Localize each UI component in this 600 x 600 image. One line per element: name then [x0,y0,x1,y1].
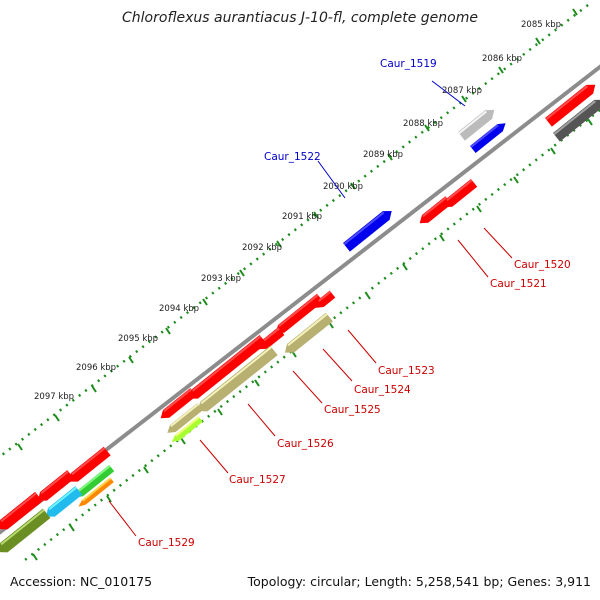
leader-line [347,329,377,364]
gene-green-feature[interactable] [75,465,115,498]
gene-caur-1520-feature[interactable] [443,179,478,208]
inner-tick-mark [32,553,38,561]
inner-tick-mark [69,524,75,532]
outer-tick-mark [350,182,356,190]
gene-features [0,84,600,553]
outer-scale-track [1,4,589,456]
gene-edge-gray-feature[interactable] [553,99,600,142]
gene-caur-1523a-feature[interactable] [275,293,324,334]
inner-tick-mark [143,466,149,474]
scale-tick-label: 2087 kbp [442,86,482,96]
scale-tick-label: 2085 kbp [521,20,561,30]
outer-tick-mark [313,211,319,219]
inner-tick-mark [180,437,186,445]
gene-label-caur-1525[interactable]: Caur_1525 [324,404,381,416]
outer-tick-mark [498,66,504,74]
gene-label-caur-1520[interactable]: Caur_1520 [514,259,571,271]
gene-caur-1522-feature[interactable] [343,211,392,252]
gene-label-caur-1519[interactable]: Caur_1519 [380,58,437,70]
outer-tick-mark [239,269,245,277]
gene-caur-1519-feature[interactable] [458,110,495,141]
leader-line [292,370,323,404]
scale-tick-label: 2090 kbp [323,182,363,192]
gene-caur-1527-feature[interactable] [171,416,203,443]
inner-tick-mark [402,263,408,271]
inner-tick-mark [106,495,112,503]
outer-tick-mark [572,8,578,16]
outer-tick-mark [202,298,208,306]
scale-tick-label: 2093 kbp [201,274,241,284]
scale-tick-label: 2092 kbp [242,243,282,253]
gene-label-caur-1529[interactable]: Caur_1529 [138,537,195,549]
gene-dark-olive-feature[interactable] [0,508,51,553]
outer-tick-mark [17,443,23,451]
gene-caur-1519b-feature[interactable] [470,123,506,154]
outer-tick-mark [424,124,430,132]
gene-label-caur-1523[interactable]: Caur_1523 [378,365,435,377]
leader-line [247,403,276,437]
gene-red-lower-a-feature[interactable] [68,446,111,482]
inner-tick-mark [513,176,519,184]
outer-tick-mark [54,414,60,422]
gene-caur-1521-feature[interactable] [419,196,452,224]
inner-tick-mark [217,408,223,416]
leader-line [431,80,466,107]
gene-caur-1529-feature[interactable] [78,477,114,507]
summary-text: Topology: circular; Length: 5,258,541 bp… [247,574,591,589]
gene-labels: Caur_1519 Caur_1522 Caur_1520 Caur_1521 Caur… [138,58,571,549]
gene-label-caur-1522[interactable]: Caur_1522 [264,151,321,163]
scale-tick-label: 2086 kbp [482,54,522,64]
gene-caur-1526-feature[interactable] [198,345,278,412]
gene-edge-red-feature[interactable] [545,84,596,127]
gene-label-caur-1526[interactable]: Caur_1526 [277,438,334,450]
gene-caur-1525-feature[interactable] [188,335,267,399]
scale-tick-label: 2089 kbp [363,150,403,160]
outer-tick-mark [91,385,97,393]
inner-tick-mark [254,379,260,387]
gene-red-lower-b-feature[interactable] [37,470,75,501]
outer-tick-mark [535,37,541,45]
scale-tick-label: 2095 kbp [118,334,158,344]
scale-tick-label: 2094 kbp [159,304,199,314]
gene-caur-1525b-feature[interactable] [160,388,197,419]
scale-tick-label: 2096 kbp [76,363,116,373]
gene-label-caur-1521[interactable]: Caur_1521 [490,278,547,290]
outer-tick-mark [461,95,467,103]
inner-dotted-line [24,109,600,561]
outer-tick-mark [128,356,134,364]
scale-tick-label: 2088 kbp [403,119,443,129]
leader-line [483,227,513,259]
outer-tick-mark [165,327,171,335]
inner-tick-mark [439,234,445,242]
outer-tick-mark [387,153,393,161]
gene-caur-1527a-feature[interactable] [167,403,203,433]
leader-line [317,160,346,199]
leader-line [199,439,229,474]
gene-label-caur-1524[interactable]: Caur_1524 [354,384,411,396]
inner-tick-mark [550,147,556,155]
map-title: Chloroflexus aurantiacus J-10-fl, comple… [122,10,478,26]
leader-line [322,348,353,382]
gene-red-lower-c-feature[interactable] [0,491,43,530]
leader-line [108,500,137,537]
inner-tick-mark [476,205,482,213]
inner-tick-mark [587,118,593,126]
gene-cyan-feature[interactable] [45,486,83,517]
accession-text: Accession: NC_010175 [10,574,153,589]
label-leaders [108,80,513,537]
leader-line [457,239,489,278]
gene-caur-1524-feature[interactable] [284,312,333,353]
gene-caur-1523b-feature[interactable] [315,290,336,308]
scale-ticks: 2085 kbp 2086 kbp 2087 kbp 2088 kbp 2089 kbp… [34,20,561,402]
inner-tick-mark [365,292,371,300]
gene-label-caur-1527[interactable]: Caur_1527 [229,474,286,486]
scale-tick-label: 2091 kbp [282,212,322,222]
outer-dotted-line [1,4,589,456]
outer-tick-mark [276,240,282,248]
inner-scale-track [24,109,600,561]
scale-tick-label: 2097 kbp [34,392,74,402]
